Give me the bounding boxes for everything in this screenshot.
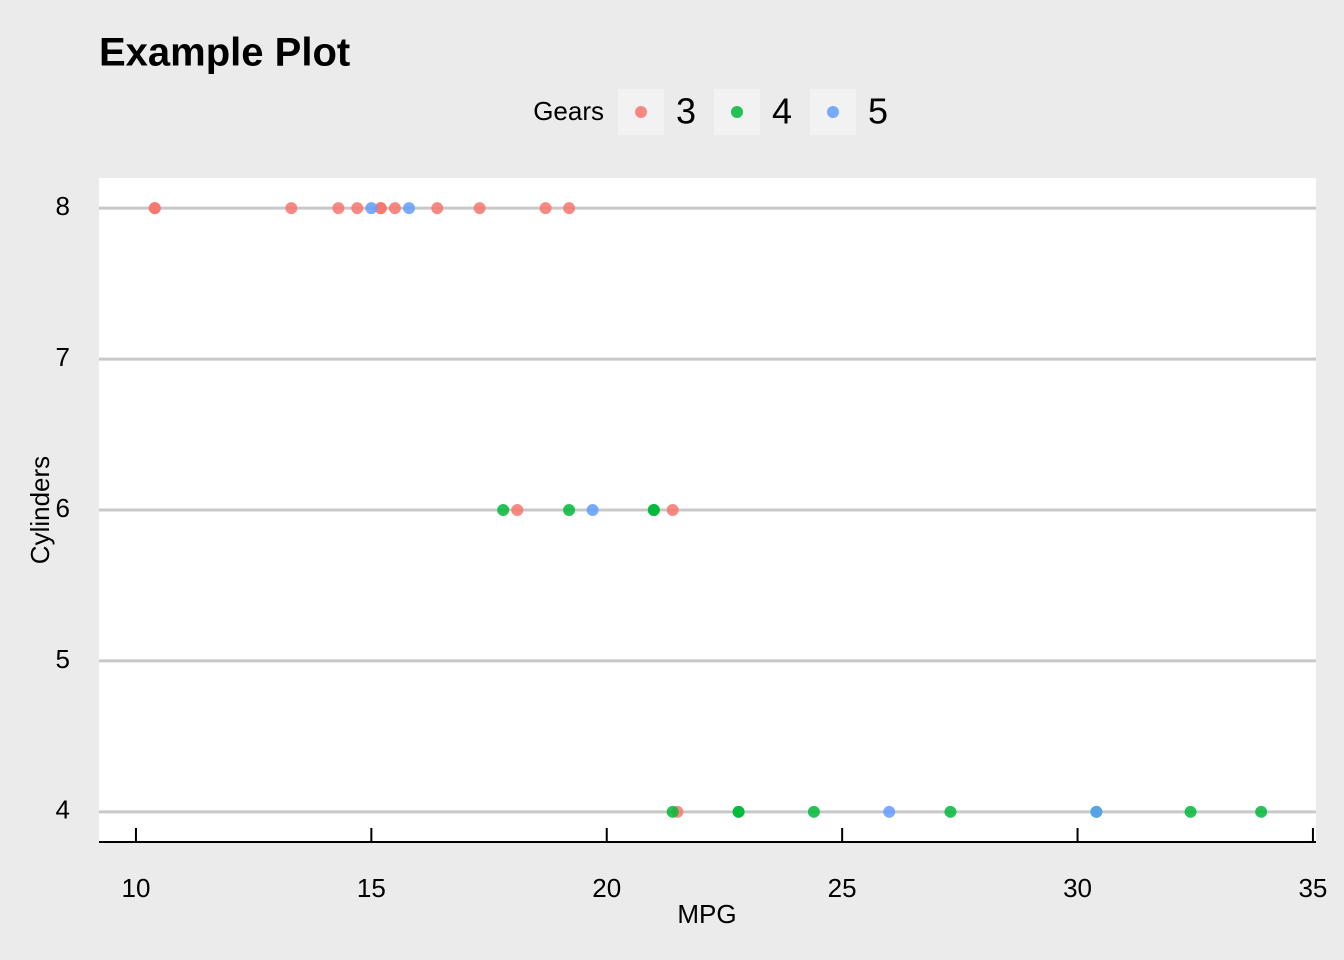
point — [1090, 805, 1103, 818]
x-tick-label: 20 — [592, 873, 621, 903]
point — [388, 202, 401, 215]
point — [586, 504, 599, 516]
legend-symbol — [827, 106, 839, 118]
point — [647, 504, 660, 516]
x-axis-label: MPG — [677, 899, 736, 929]
point — [666, 805, 679, 818]
point — [563, 202, 576, 215]
x-tick-label: 10 — [121, 873, 150, 903]
y-tick-label: 5 — [56, 644, 70, 674]
legend-label: 4 — [772, 91, 792, 132]
point — [1255, 805, 1268, 818]
y-tick-label: 7 — [56, 342, 70, 372]
point — [148, 202, 161, 215]
legend-symbol — [731, 106, 743, 118]
point — [1184, 805, 1197, 818]
point — [374, 202, 387, 215]
y-tick-label: 8 — [56, 191, 70, 221]
x-tick-label: 30 — [1063, 873, 1092, 903]
x-tick-label: 15 — [357, 873, 386, 903]
chart-title: Example Plot — [99, 31, 350, 75]
point — [365, 202, 378, 215]
point — [403, 202, 416, 215]
point — [511, 504, 524, 516]
x-tick-label: 25 — [828, 873, 857, 903]
point — [351, 202, 364, 215]
point — [539, 202, 552, 215]
point — [732, 805, 745, 818]
x-tick-label: 35 — [1298, 873, 1327, 903]
legend-label: 3 — [676, 91, 696, 132]
point — [883, 805, 896, 818]
point — [666, 504, 679, 516]
legend-symbol — [635, 106, 647, 118]
point — [497, 504, 510, 516]
legend-title: Gears — [533, 96, 604, 126]
point — [332, 202, 345, 215]
point — [473, 202, 486, 215]
y-tick-label: 6 — [56, 493, 70, 523]
point — [285, 202, 298, 215]
y-axis-label: Cylinders — [25, 456, 55, 564]
point — [807, 805, 820, 818]
point — [563, 504, 576, 516]
legend-label: 5 — [868, 91, 888, 132]
point — [431, 202, 444, 215]
y-tick-label: 4 — [56, 795, 70, 825]
point — [944, 805, 957, 818]
